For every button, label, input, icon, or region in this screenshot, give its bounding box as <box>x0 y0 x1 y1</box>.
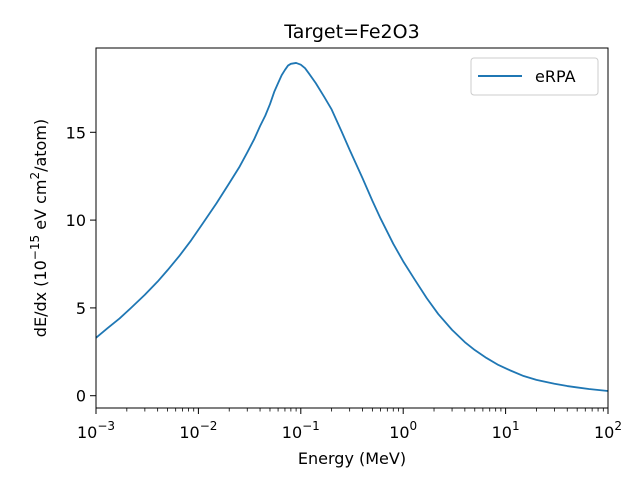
x-tick-label-exponent: −2 <box>200 419 218 433</box>
x-axis-minor-ticks <box>126 408 604 412</box>
svg-text:dE/dx (10−15 eV cm2/atom): dE/dx (10−15 eV cm2/atom) <box>28 119 50 337</box>
x-tick-label-exponent: −1 <box>302 419 320 433</box>
series-line-erpa <box>95 62 609 392</box>
y-axis-ticks: 0 5 10 15 <box>66 123 96 406</box>
y-tick-label: 5 <box>76 299 86 318</box>
legend-frame <box>470 57 599 96</box>
x-tick-label-exponent: 1 <box>512 419 520 433</box>
y-axis-label-part-1: dE/dx (10 <box>31 260 50 337</box>
x-tick-label-base: 10 <box>389 423 409 442</box>
legend-label: eRPA <box>535 67 576 86</box>
y-axis-label-exp-1: −15 <box>28 235 42 260</box>
legend: eRPA <box>470 57 599 96</box>
y-tick-label: 10 <box>66 211 86 230</box>
y-tick-label: 0 <box>76 387 86 406</box>
series-layer <box>95 62 609 392</box>
x-tick-label-base: 10 <box>179 423 199 442</box>
x-tick-label: 101 <box>492 419 520 442</box>
y-axis-label-part-2: eV cm <box>31 180 50 235</box>
x-tick-label-base: 10 <box>282 423 302 442</box>
x-tick-label-base: 10 <box>594 423 614 442</box>
x-tick-label: 10−3 <box>77 419 115 442</box>
y-tick-label: 15 <box>66 123 86 142</box>
x-tick-label-exponent: −3 <box>97 419 115 433</box>
x-tick-label-exponent: 2 <box>614 419 622 433</box>
y-axis-label-exp-2: 2 <box>28 172 42 180</box>
x-axis-label: Energy (MeV) <box>298 449 406 468</box>
x-tick-label-exponent: 0 <box>410 419 418 433</box>
x-tick-label: 100 <box>389 419 417 442</box>
x-tick-label-base: 10 <box>492 423 512 442</box>
x-tick-label: 10−2 <box>179 419 217 442</box>
x-tick-label: 10−1 <box>282 419 320 442</box>
y-axis-label-part-3: /atom) <box>31 119 50 172</box>
x-tick-label: 102 <box>594 419 622 442</box>
x-axis-ticks: 10−3 10−2 10−1 100 101 102 <box>77 408 622 442</box>
y-axis-label: dE/dx (10−15 eV cm2/atom) <box>28 119 50 337</box>
x-tick-label-base: 10 <box>77 423 97 442</box>
plot-frame <box>95 47 609 409</box>
chart-title: Target=Fe2O3 <box>283 21 419 43</box>
